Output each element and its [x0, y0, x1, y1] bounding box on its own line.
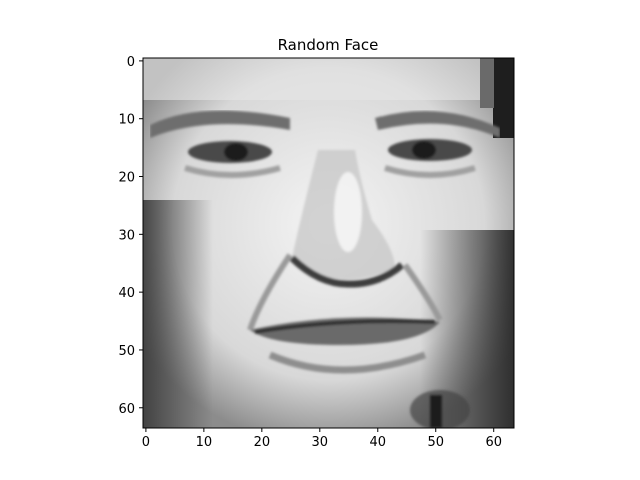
y-tick-label: 0	[127, 55, 135, 70]
x-tick-label: 20	[254, 435, 271, 450]
x-tick-label: 10	[196, 435, 213, 450]
chart-title: Random Face	[278, 36, 379, 54]
x-tick-label: 0	[142, 435, 150, 450]
x-tick-label: 60	[485, 435, 502, 450]
plot-frame	[142, 57, 515, 429]
x-axis: 0 10 20 30 40 50 60	[142, 428, 502, 450]
x-tick-label: 50	[427, 435, 444, 450]
x-tick-label: 30	[312, 435, 329, 450]
x-tick-label: 40	[370, 435, 387, 450]
y-tick-label: 40	[118, 286, 135, 301]
y-tick-label: 50	[118, 344, 135, 359]
y-tick-label: 10	[118, 113, 135, 128]
y-axis: 0 10 20 30 40 50 60	[118, 55, 143, 417]
y-tick-label: 30	[118, 228, 135, 243]
y-tick-label: 20	[118, 171, 135, 186]
face-image	[143, 58, 514, 428]
y-tick-label: 60	[118, 402, 135, 417]
